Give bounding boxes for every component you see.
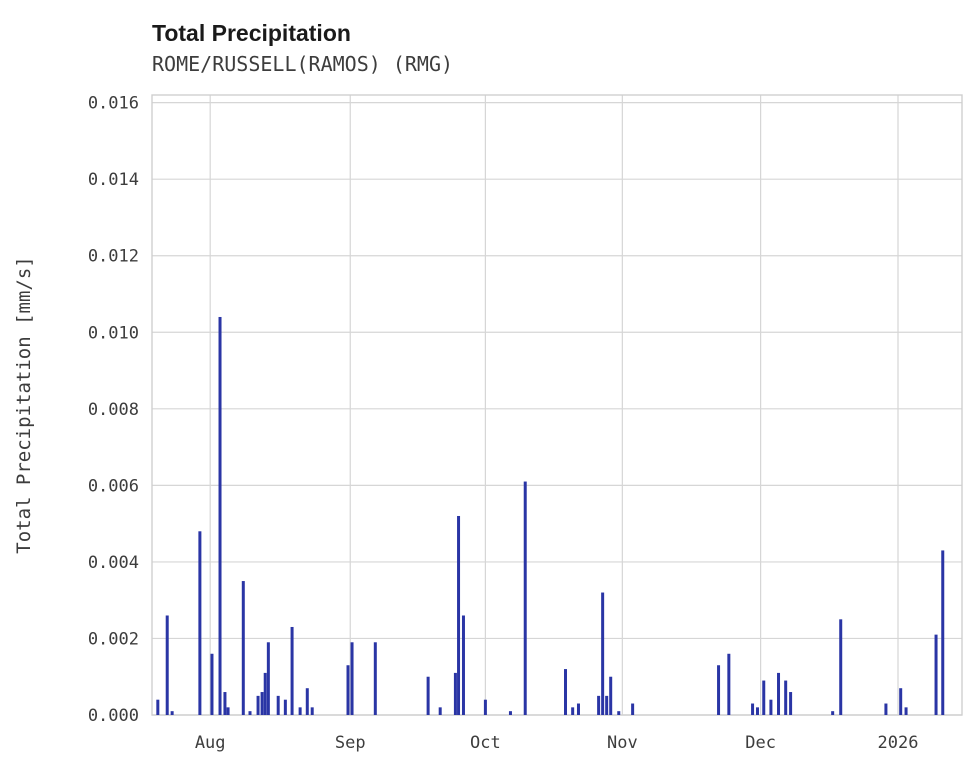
bar-series xyxy=(156,316,945,715)
precip-bar xyxy=(223,692,227,715)
precip-bar xyxy=(601,592,605,715)
precip-bar xyxy=(884,703,888,715)
chart-subtitle: ROME/RUSSELL(RAMOS) (RMG) xyxy=(152,52,453,76)
precip-bar xyxy=(266,642,270,715)
precip-bar xyxy=(305,688,309,715)
precip-bar xyxy=(762,680,766,715)
precip-bar xyxy=(165,615,169,715)
x-tick-labels: Aug Sep Oct Nov Dec 2026 xyxy=(195,733,919,753)
x-tick-label: 2026 xyxy=(878,733,919,753)
precip-bar xyxy=(453,672,457,715)
precip-bar xyxy=(260,692,264,715)
y-tick-label: 0.004 xyxy=(88,553,139,573)
precip-bar xyxy=(631,703,635,715)
precip-bar xyxy=(609,676,613,715)
precip-bar xyxy=(617,711,621,715)
y-axis-label: Total Precipitation [mm/s] xyxy=(13,256,35,553)
precip-bar xyxy=(717,665,721,715)
precip-bar xyxy=(226,707,230,715)
x-tick-label: Oct xyxy=(470,733,501,753)
x-tick-label: Sep xyxy=(335,733,366,753)
grid-lines xyxy=(152,95,962,716)
precip-bar xyxy=(346,665,350,715)
precip-bar xyxy=(576,703,580,715)
precip-bar xyxy=(170,711,174,715)
y-tick-label: 0.002 xyxy=(88,629,139,649)
precip-bar xyxy=(605,695,609,715)
precip-bar xyxy=(777,672,781,715)
precip-bar xyxy=(769,699,773,715)
y-tick-labels: 0.000 0.002 0.004 0.006 0.008 0.010 0.012 0.014… xyxy=(88,94,139,726)
precip-bar xyxy=(198,531,202,715)
precip-bar xyxy=(457,515,461,715)
precip-bar xyxy=(218,316,222,715)
precip-bar xyxy=(461,615,465,715)
precip-bar xyxy=(934,634,938,715)
precip-bar xyxy=(727,653,731,715)
precip-bar xyxy=(290,626,294,715)
precip-bar xyxy=(373,642,377,715)
precip-bar xyxy=(839,619,843,715)
precip-bar xyxy=(564,669,568,715)
precip-bar xyxy=(350,642,354,715)
precip-bar xyxy=(298,707,302,715)
precip-bar xyxy=(899,688,903,715)
axis-border xyxy=(151,94,963,716)
precip-bar xyxy=(263,672,267,715)
precip-bar xyxy=(256,695,260,715)
precip-bar xyxy=(831,711,835,715)
precip-bar xyxy=(241,581,245,715)
precip-bar xyxy=(523,481,527,715)
precip-bar xyxy=(248,711,252,715)
y-tick-label: 0.012 xyxy=(88,247,139,267)
precip-bar xyxy=(283,699,287,715)
x-tick-label: Aug xyxy=(195,733,226,753)
y-tick-label: 0.010 xyxy=(88,323,139,343)
precip-bar xyxy=(438,707,442,715)
precip-bar xyxy=(571,707,575,715)
precip-bar xyxy=(508,711,512,715)
precip-bar xyxy=(755,707,759,715)
precip-bar xyxy=(751,703,755,715)
x-tick-label: Dec xyxy=(745,733,776,753)
y-tick-label: 0.006 xyxy=(88,476,139,496)
precip-bar xyxy=(597,695,601,715)
precip-bar xyxy=(276,695,280,715)
y-tick-label: 0.000 xyxy=(88,706,139,726)
precip-bar xyxy=(310,707,314,715)
precip-bar xyxy=(210,653,214,715)
precip-bar xyxy=(789,692,793,715)
chart-title: Total Precipitation xyxy=(152,20,351,46)
y-tick-label: 0.008 xyxy=(88,400,139,420)
precip-bar xyxy=(941,550,945,715)
y-tick-label: 0.014 xyxy=(88,170,139,190)
precip-bar xyxy=(483,699,487,715)
precip-bar xyxy=(156,699,160,715)
y-tick-label: 0.016 xyxy=(88,94,139,114)
precip-bar xyxy=(784,680,788,715)
x-tick-label: Nov xyxy=(607,733,638,753)
precip-bar xyxy=(904,707,908,715)
precip-bar xyxy=(426,676,430,715)
